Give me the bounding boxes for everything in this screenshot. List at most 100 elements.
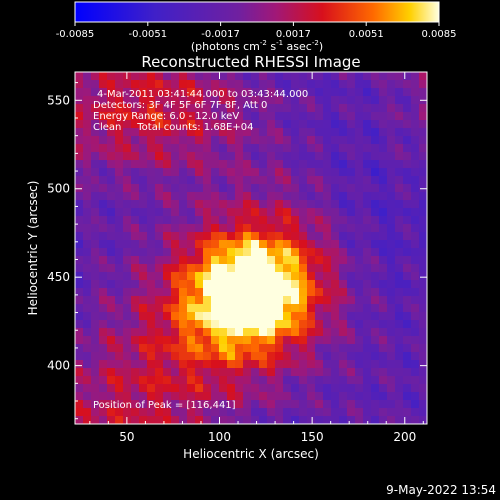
heatmap-cell <box>75 232 84 241</box>
heatmap-cell <box>139 184 148 193</box>
heatmap-cell <box>235 152 244 161</box>
heatmap-cell <box>203 296 212 305</box>
heatmap-cell <box>395 184 404 193</box>
heatmap-cell <box>219 376 228 385</box>
heatmap-cell <box>347 152 356 161</box>
heatmap-cell <box>395 104 404 113</box>
heatmap-cell <box>387 376 396 385</box>
heatmap-cell <box>259 160 268 169</box>
heatmap-cell <box>163 200 172 209</box>
peak-position-label: Position of Peak = [116,441] <box>93 400 236 411</box>
heatmap-cell <box>171 392 180 401</box>
heatmap-cell <box>419 200 427 209</box>
heatmap-cell <box>139 416 148 424</box>
heatmap-cell <box>163 304 172 313</box>
heatmap-cell <box>171 200 180 209</box>
heatmap-cell <box>115 336 124 345</box>
heatmap-cell <box>195 400 204 409</box>
heatmap-cell <box>155 344 164 353</box>
heatmap-cell <box>123 216 132 225</box>
heatmap-cell <box>203 72 212 81</box>
heatmap-cell <box>323 352 332 361</box>
heatmap-cell <box>91 120 100 129</box>
heatmap-cell <box>291 408 300 417</box>
heatmap-cell <box>291 176 300 185</box>
heatmap-cell <box>307 360 316 369</box>
heatmap-cell <box>283 192 292 201</box>
heatmap-cell <box>283 176 292 185</box>
heatmap-cell <box>219 416 228 424</box>
heatmap-cell <box>91 96 100 105</box>
heatmap-cell <box>83 248 92 257</box>
heatmap-cell <box>243 176 252 185</box>
heatmap-cell <box>387 256 396 265</box>
heatmap-cell <box>147 248 156 257</box>
heatmap-cell <box>195 384 204 393</box>
heatmap-cell <box>363 336 372 345</box>
heatmap-cell <box>267 160 276 169</box>
heatmap-cell <box>291 328 300 337</box>
heatmap-cell <box>131 328 140 337</box>
heatmap-cell <box>163 120 172 129</box>
heatmap-cell <box>331 176 340 185</box>
heatmap-cell <box>83 136 92 145</box>
heatmap-cell <box>355 248 364 257</box>
heatmap-cell <box>347 72 356 81</box>
heatmap-cell <box>235 72 244 81</box>
heatmap-cell <box>243 200 252 209</box>
heatmap-cell <box>419 416 427 424</box>
heatmap-cell <box>179 360 188 369</box>
heatmap-cell <box>379 336 388 345</box>
heatmap-cell <box>155 224 164 233</box>
heatmap-cell <box>115 216 124 225</box>
heatmap-cell <box>267 96 276 105</box>
heatmap-cell <box>251 112 260 121</box>
heatmap-cell <box>99 360 108 369</box>
heatmap-cell <box>115 96 124 105</box>
heatmap-cell <box>187 176 196 185</box>
heatmap-cell <box>307 232 316 241</box>
heatmap-cell <box>395 280 404 289</box>
heatmap-cell <box>411 160 420 169</box>
heatmap-cell <box>131 320 140 329</box>
heatmap-cell <box>147 200 156 209</box>
heatmap-cell <box>395 232 404 241</box>
heatmap-cell <box>171 120 180 129</box>
heatmap-cell <box>235 240 244 249</box>
heatmap-cell <box>283 368 292 377</box>
heatmap-cell <box>99 144 108 153</box>
heatmap-cell <box>251 400 260 409</box>
heatmap-cell <box>179 200 188 209</box>
heatmap-cell <box>299 352 308 361</box>
heatmap-cell <box>99 176 108 185</box>
heatmap-cell <box>291 72 300 81</box>
heatmap-cell <box>395 136 404 145</box>
heatmap-cell <box>403 136 412 145</box>
heatmap-cell <box>275 240 284 249</box>
heatmap-cell <box>323 88 332 97</box>
heatmap-cell <box>411 88 420 97</box>
heatmap-cell <box>307 80 316 89</box>
heatmap-cell <box>203 104 212 113</box>
heatmap-cell <box>275 384 284 393</box>
heatmap-cell <box>275 96 284 105</box>
heatmap-cell <box>123 128 132 137</box>
heatmap-cell <box>187 368 196 377</box>
heatmap-cell <box>387 304 396 313</box>
heatmap-cell <box>99 272 108 281</box>
heatmap-cell <box>339 416 348 424</box>
heatmap-cell <box>371 264 380 273</box>
heatmap-cell <box>219 136 228 145</box>
heatmap-cell <box>275 128 284 137</box>
heatmap-cell <box>331 376 340 385</box>
heatmap-cell <box>139 112 148 121</box>
heatmap-cell <box>83 120 92 129</box>
heatmap-cell <box>91 104 100 113</box>
heatmap-cell <box>155 88 164 97</box>
heatmap-cell <box>131 192 140 201</box>
heatmap-cell <box>123 248 132 257</box>
heatmap-cell <box>379 312 388 321</box>
heatmap-cell <box>123 96 132 105</box>
heatmap-cell <box>267 224 276 233</box>
heatmap-cell <box>187 264 196 273</box>
